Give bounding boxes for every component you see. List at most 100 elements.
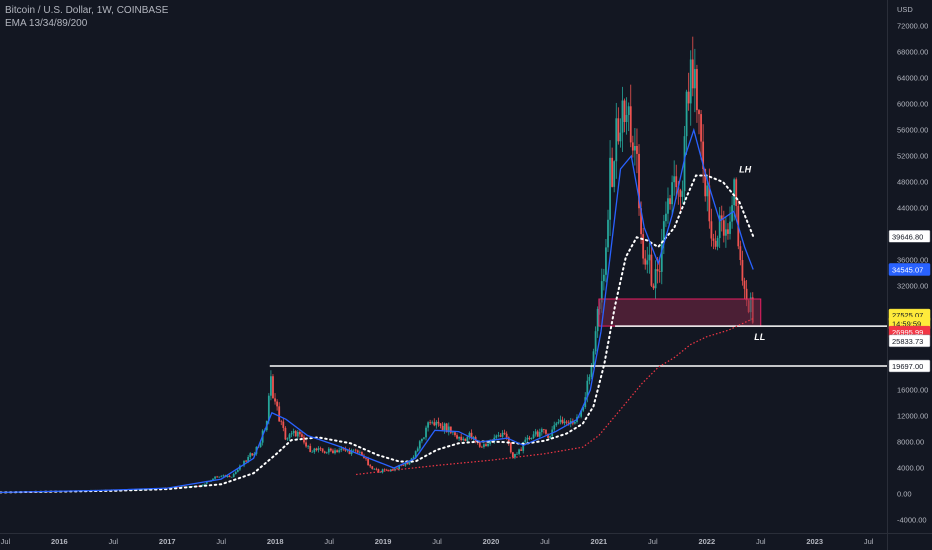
candle-body: [232, 473, 235, 478]
candle-body: [636, 146, 638, 154]
price-axis-labels: 39646.80 34545.07 27525.0714:59:5926995.99…: [888, 230, 931, 373]
candle-body: [745, 288, 748, 301]
candle-body: [727, 229, 729, 234]
candle-body: [536, 431, 539, 437]
price-axis-label-text: 25833.73: [892, 337, 923, 346]
candle-body: [427, 422, 429, 428]
candle-body: [710, 221, 713, 239]
x-tick-label: Jul: [109, 537, 119, 546]
candle-body: [607, 219, 609, 248]
candle-body: [336, 450, 338, 453]
candle-body: [712, 238, 715, 241]
candle-body: [447, 426, 450, 433]
candle-body: [574, 421, 576, 424]
candle-body: [720, 215, 723, 221]
candle-body: [338, 450, 341, 453]
candle-body: [396, 468, 398, 470]
candle-body: [216, 476, 219, 478]
candle-body: [480, 446, 483, 448]
candle-body: [176, 487, 179, 488]
candle-body: [640, 208, 642, 235]
candle-body: [462, 438, 465, 441]
x-tick-label: Jul: [756, 537, 766, 546]
candles: [0, 36, 754, 493]
candle-body: [361, 452, 363, 456]
x-tick-label: 2020: [483, 537, 500, 546]
x-tick-label: 2022: [698, 537, 715, 546]
candle-body: [534, 431, 537, 435]
x-tick-label: 2018: [267, 537, 284, 546]
candle-body: [458, 436, 461, 439]
candle-body: [191, 486, 194, 487]
candle-body: [545, 429, 547, 434]
symbol-title: Bitcoin / U.S. Dollar, 1W, COINBASE: [5, 5, 169, 16]
candle-body: [555, 423, 558, 426]
candle-body: [340, 448, 343, 451]
candle-body: [733, 179, 736, 206]
candle-body: [665, 213, 667, 222]
candle-body: [580, 410, 583, 417]
x-tick-label: Jul: [648, 537, 658, 546]
candle-body: [398, 464, 401, 470]
x-tick-label: 2016: [51, 537, 68, 546]
candle-body: [288, 434, 291, 439]
candle-body: [433, 422, 436, 426]
candle-body: [662, 221, 665, 243]
price-axis-label-text: 26995.99: [892, 328, 923, 337]
ema-34-line: [0, 127, 754, 494]
candle-body: [369, 465, 372, 467]
candle-body: [416, 448, 419, 452]
candle-body: [509, 442, 512, 453]
candle-body: [377, 469, 380, 473]
y-tick-label: 4000.00: [897, 464, 924, 473]
candle-body: [381, 469, 384, 473]
candle-body: [656, 269, 659, 272]
candle-body: [406, 462, 409, 465]
candle-body: [230, 477, 233, 478]
candle-body: [485, 444, 487, 446]
candle-body: [514, 453, 516, 458]
candle-body: [327, 448, 330, 453]
candle-body: [648, 254, 651, 261]
candle-body: [617, 118, 620, 142]
candle-body: [611, 157, 614, 187]
candle-body: [582, 406, 585, 411]
price-axis-label-text: 19697.00: [892, 362, 923, 371]
price-axis-label: [888, 334, 931, 348]
candle-body: [501, 432, 504, 437]
x-tick-label: Jul: [864, 537, 874, 546]
candle-body: [141, 489, 144, 491]
candle-body: [673, 176, 676, 183]
candle-body: [267, 395, 270, 421]
candle-body: [532, 434, 535, 439]
candle-body: [547, 433, 549, 438]
candle-body: [286, 438, 289, 440]
candle-body: [220, 476, 223, 477]
candle-body: [404, 462, 407, 466]
candle-body: [247, 456, 250, 462]
y-tick-label: 52000.00: [897, 152, 928, 161]
candle-body: [243, 460, 245, 466]
candle-body: [280, 421, 283, 422]
candle-body: [259, 442, 262, 448]
candle-body: [441, 425, 444, 430]
candle-body: [319, 448, 322, 449]
candle-body: [631, 142, 634, 151]
candle-body: [298, 431, 301, 435]
candle-body: [408, 461, 411, 465]
candle-body: [418, 441, 421, 449]
candle-body: [693, 69, 696, 89]
candle-body: [348, 449, 351, 455]
candle-body: [613, 161, 616, 187]
y-tick-label: 12000.00: [897, 412, 928, 421]
candle-body: [470, 432, 473, 439]
x-tick-label: 2023: [806, 537, 823, 546]
candle-body: [375, 468, 378, 470]
candle-body: [439, 423, 442, 426]
candle-body: [292, 431, 295, 434]
candle-body: [691, 59, 694, 89]
candle-body: [671, 182, 674, 205]
candle-body: [350, 450, 353, 455]
